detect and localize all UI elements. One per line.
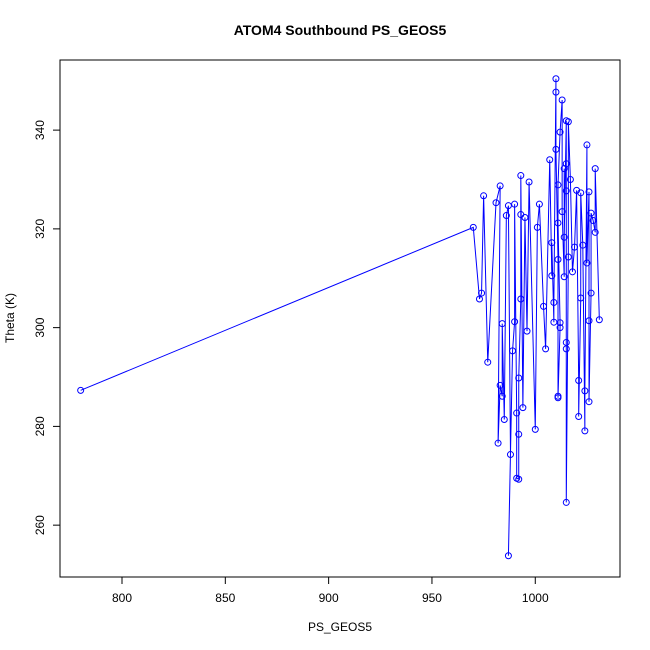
x-axis-label: PS_GEOS5: [308, 620, 372, 634]
y-tick-label: 340: [33, 120, 47, 140]
data-point: [589, 216, 597, 224]
data-point: [494, 439, 502, 447]
data-point: [556, 324, 564, 332]
data-point: [571, 243, 579, 251]
data-point: [552, 88, 560, 96]
data-point: [554, 394, 562, 402]
y-axis-label: Theta (K): [3, 293, 17, 343]
x-tick-label: 800: [112, 591, 132, 605]
data-point: [591, 228, 599, 236]
data-point: [548, 239, 556, 247]
data-point: [478, 289, 486, 297]
data-point: [504, 202, 512, 210]
data-point: [513, 409, 521, 417]
data-point: [552, 145, 560, 153]
x-tick-label: 1000: [522, 591, 549, 605]
data-point: [469, 223, 477, 231]
data-point: [585, 317, 593, 325]
data-point: [560, 273, 568, 281]
data-point: [554, 255, 562, 263]
data-point: [583, 141, 591, 149]
data-point: [546, 156, 554, 164]
data-point: [595, 316, 603, 324]
data-point: [575, 376, 583, 384]
data-point: [509, 347, 517, 355]
data-point: [556, 319, 564, 327]
chart-title: ATOM4 Southbound PS_GEOS5: [234, 22, 447, 38]
data-point: [484, 358, 492, 366]
data-point: [560, 233, 568, 241]
data-point: [502, 212, 510, 220]
data-point: [566, 175, 574, 183]
data-point: [498, 320, 506, 328]
y-tick-label: 260: [33, 515, 47, 535]
data-point: [492, 199, 500, 207]
data-point: [533, 223, 541, 231]
data-point: [568, 268, 576, 276]
data-point: [515, 475, 523, 483]
data-point: [562, 187, 570, 195]
data-point: [587, 209, 595, 217]
data-point: [577, 189, 585, 197]
data-point: [540, 302, 548, 310]
data-point: [556, 128, 564, 136]
y-tick-label: 280: [33, 416, 47, 436]
data-point: [581, 387, 589, 395]
data-point: [475, 295, 483, 303]
data-point: [562, 498, 570, 506]
data-point: [554, 181, 562, 189]
data-point: [496, 381, 504, 389]
data-point: [511, 200, 519, 208]
data-point: [531, 425, 539, 433]
data-point: [480, 192, 488, 200]
data-point: [554, 219, 562, 227]
data-point: [496, 182, 504, 190]
data-point: [519, 404, 527, 412]
data-point: [498, 392, 506, 400]
data-point: [550, 298, 558, 306]
data-point: [548, 272, 556, 280]
data-point: [562, 345, 570, 353]
data-point: [581, 427, 589, 435]
data-point: [515, 374, 523, 382]
data-point: [575, 413, 583, 421]
data-point: [542, 345, 550, 353]
x-tick-label: 950: [422, 591, 442, 605]
y-tick-label: 300: [33, 317, 47, 337]
data-point: [500, 415, 508, 423]
data-point: [591, 165, 599, 173]
data-point: [504, 552, 512, 560]
data-point: [558, 208, 566, 216]
data-point: [564, 253, 572, 261]
data-point: [579, 241, 587, 249]
data-point: [515, 430, 523, 438]
data-point: [525, 178, 533, 186]
data-point: [523, 327, 531, 335]
data-point: [587, 289, 595, 297]
data-point: [77, 386, 85, 394]
data-point: [564, 118, 572, 126]
data-point: [562, 160, 570, 168]
data-point: [583, 259, 591, 267]
data-point: [511, 318, 519, 326]
data-line: [80, 78, 600, 556]
y-tick-label: 320: [33, 219, 47, 239]
data-point: [585, 188, 593, 196]
data-point: [517, 172, 525, 180]
data-point: [577, 294, 585, 302]
data-point: [521, 214, 529, 222]
x-tick-label: 900: [319, 591, 339, 605]
data-point: [517, 295, 525, 303]
data-point: [535, 200, 543, 208]
data-point: [552, 75, 560, 83]
data-point: [558, 96, 566, 104]
data-point: [506, 451, 514, 459]
x-tick-label: 850: [215, 591, 235, 605]
data-point: [585, 398, 593, 406]
